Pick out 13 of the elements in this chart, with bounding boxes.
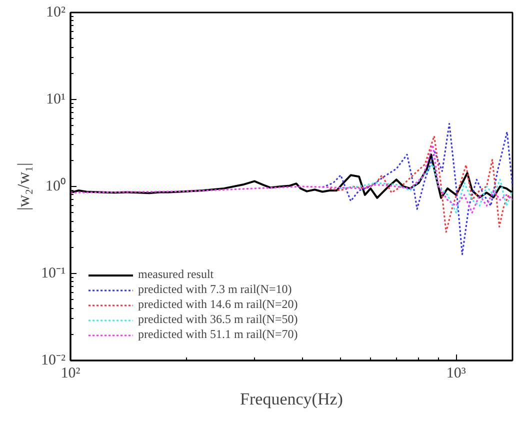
legend-label: predicted with 51.1 m rail(N=70) [138, 327, 298, 342]
y-tick-label: 10⁻² [41, 352, 66, 368]
legend-label: predicted with 7.3 m rail(N=10) [138, 282, 292, 297]
x-tick-label: 10³ [446, 366, 466, 382]
legend-label: predicted with 14.6 m rail(N=20) [138, 297, 298, 312]
legend-label: predicted with 36.5 m rail(N=50) [138, 312, 298, 327]
y-tick-label: 10¹ [46, 92, 66, 108]
y-tick-label: 10⁻¹ [41, 266, 66, 282]
x-axis-title: Frequency(Hz) [240, 390, 343, 408]
y-axis-title: |w₂/w₁| [14, 162, 34, 210]
y-tick-label: 10² [46, 4, 66, 20]
legend-label: measured result [138, 267, 214, 282]
y-tick-label: 10⁰ [46, 178, 66, 194]
